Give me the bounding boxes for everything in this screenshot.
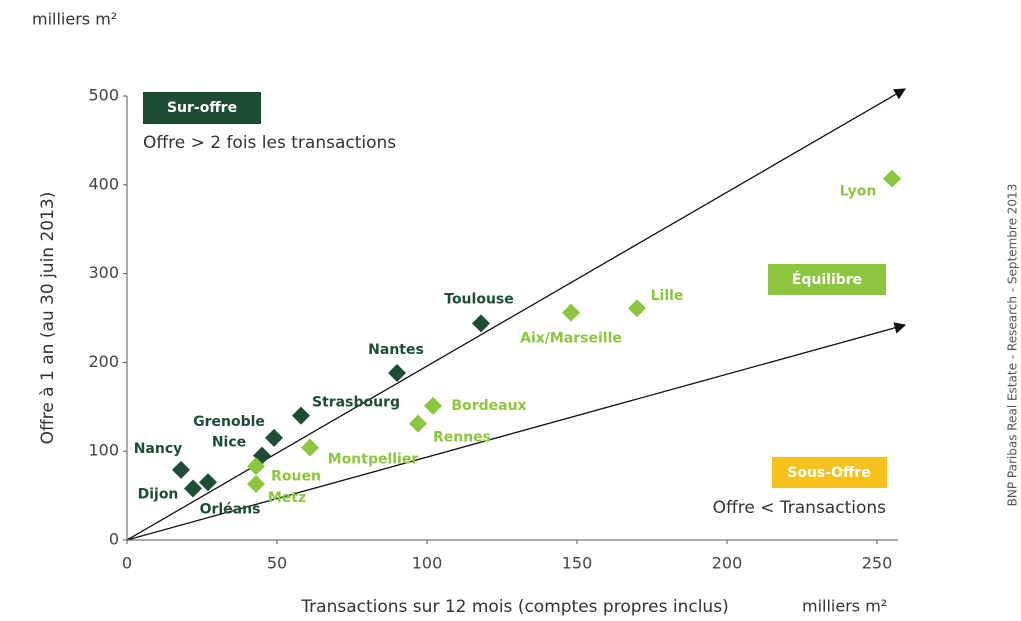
zone-text: Offre > 2 fois les transactions (143, 133, 396, 153)
point (409, 414, 427, 433)
point-label: Toulouse (444, 291, 514, 307)
point-label: Strasbourg (312, 395, 400, 411)
y-tick-label: 100 (88, 441, 119, 460)
zone-title: Sous-Offre (787, 465, 870, 481)
point-label: Rouen (271, 468, 321, 484)
zone-text: Offre < Transactions (713, 498, 886, 518)
point (265, 428, 283, 447)
x-tick-label: 100 (412, 554, 443, 573)
zone-box (768, 264, 886, 295)
point (472, 314, 490, 333)
point-label: Nantes (368, 342, 424, 358)
point-label: Nice (212, 435, 246, 451)
point (292, 406, 310, 425)
x-tick-label: 150 (562, 554, 593, 573)
point-label: Montpellier (328, 452, 419, 468)
zone-title: Sur-offre (167, 100, 237, 116)
x-tick-label: 50 (267, 554, 287, 573)
point-label: Lyon (840, 184, 877, 200)
zone-box (143, 92, 261, 124)
point (301, 438, 319, 457)
x-tick-label: 250 (862, 554, 893, 573)
x-unit: milliers m² (802, 597, 887, 616)
x-tick-label: 0 (122, 554, 132, 573)
point (424, 396, 442, 415)
point (562, 303, 580, 322)
reference-line (126, 322, 907, 541)
y-tick-label: 400 (88, 174, 119, 193)
y-axis-label: Offre à 1 an (au 30 juin 2013) (38, 192, 58, 445)
point (172, 460, 190, 479)
point-label: Lille (651, 288, 684, 304)
zone-box (772, 457, 887, 488)
y-unit: milliers m² (32, 10, 117, 29)
point (247, 475, 265, 494)
point (247, 457, 265, 476)
point-label: Grenoble (193, 414, 265, 430)
y-tick-label: 300 (88, 263, 119, 282)
point (184, 479, 202, 498)
x-tick-label: 200 (712, 554, 743, 573)
y-tick-label: 200 (88, 352, 119, 371)
point-label: Nancy (134, 441, 183, 457)
point-label: Metz (268, 490, 306, 506)
source: BNP Paribas Real Estate - Research - Sep… (1006, 184, 1020, 507)
point-label: Orléans (200, 501, 261, 517)
point-label: Bordeaux (451, 398, 526, 414)
point (199, 473, 217, 492)
point-label: Dijon (138, 486, 179, 502)
x-axis-label: Transactions sur 12 mois (comptes propre… (300, 597, 728, 617)
point (883, 169, 901, 188)
y-tick-label: 0 (109, 530, 119, 549)
point-label: Rennes (433, 430, 491, 446)
point (388, 364, 406, 383)
point-label: Aix/Marseille (520, 331, 622, 347)
y-tick-label: 500 (88, 86, 119, 105)
zone-title: Équilibre (792, 271, 862, 288)
point (628, 299, 646, 318)
